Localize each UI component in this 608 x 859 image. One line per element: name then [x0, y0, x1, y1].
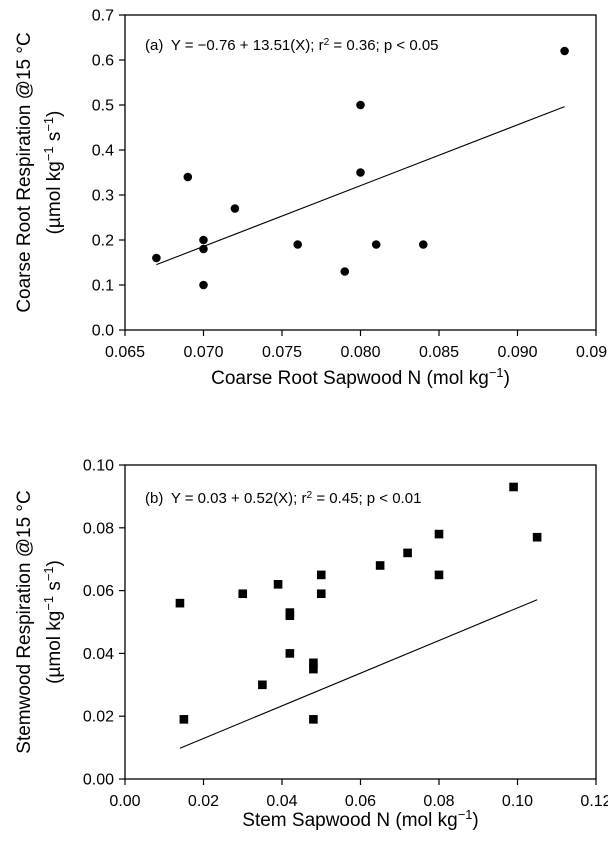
- data-point: [509, 482, 518, 492]
- y-tick-label: 0.02: [83, 709, 114, 726]
- data-point: [199, 244, 208, 254]
- data-point: [356, 100, 365, 110]
- x-tick-label: 0.065: [105, 344, 145, 361]
- y-tick-label: 0.0: [92, 323, 114, 340]
- text-run: ): [44, 560, 65, 566]
- regression-equation: (b) Y = 0.03 + 0.52(X); r2 = 0.45; p < 0…: [145, 490, 421, 508]
- plot-frame: [124, 464, 597, 780]
- data-point: [199, 280, 208, 290]
- y-tick-label: 0.00: [83, 772, 114, 789]
- regression-equation: (a) Y = −0.76 + 13.51(X); r2 = 0.36; p <…: [145, 37, 439, 55]
- x-tick-label: 0.02: [188, 793, 219, 810]
- y-tick-label: 0.2: [92, 233, 114, 250]
- panel-label: (b): [145, 490, 163, 507]
- text-run: (µmol kg: [44, 161, 65, 234]
- data-point: [309, 664, 318, 674]
- data-point: [309, 658, 318, 668]
- x-axis-title: Coarse Root Sapwood N (mol kg−1): [211, 365, 510, 390]
- y-tick-label: 0.04: [83, 646, 114, 663]
- data-point: [258, 680, 267, 690]
- panel-b: 0.00 0.02 0.04 0.06 0.08 0.10 0.12 0.00 0.02 0.04…: [14, 458, 608, 832]
- data-point: [371, 240, 381, 249]
- panel-a: 0.065 0.070 0.075 0.080 0.085 0.090 0.095 0.0 0.…: [14, 8, 608, 390]
- text-run: Coarse Root Sapwood N (mol kg: [211, 368, 489, 389]
- data-point: [434, 570, 444, 580]
- data-point: [199, 235, 208, 245]
- superscript: −1: [41, 146, 56, 161]
- x-tick-label: 0.10: [502, 793, 533, 810]
- equation-text: = 0.45; p < 0.01: [312, 490, 421, 507]
- superscript: −1: [41, 566, 56, 581]
- x-tick-label: 0.090: [497, 344, 537, 361]
- regression-line: [179, 599, 538, 749]
- x-tick-label: 0.08: [423, 793, 454, 810]
- y-tick-label: 0.08: [83, 520, 114, 537]
- y-axis-title: Coarse Root Respiration @15 °C: [14, 32, 35, 312]
- text-run: (µmol kg: [44, 611, 65, 684]
- data-point: [340, 267, 350, 276]
- text-run: s: [44, 132, 65, 147]
- superscript: 2: [324, 37, 330, 48]
- data-point: [179, 715, 189, 724]
- superscript: −1: [458, 807, 473, 822]
- text-run: ): [472, 810, 478, 831]
- y-tick-label: 0.6: [92, 53, 114, 70]
- y-axis-units: (µmol kg−1 s−1): [41, 560, 66, 684]
- spacer: [163, 490, 171, 507]
- data-point: [316, 589, 326, 599]
- superscript: −1: [41, 117, 56, 132]
- superscript: 2: [306, 490, 312, 501]
- y-axis-title: Stemwood Respiration @15 °C: [14, 490, 35, 753]
- data-point: [419, 240, 428, 249]
- y-axis-units: (µmol kg−1 s−1): [41, 111, 66, 235]
- superscript: −1: [41, 596, 56, 611]
- data-point: [434, 529, 444, 539]
- data-point: [285, 611, 295, 621]
- data-point: [238, 589, 248, 599]
- data-point: [273, 580, 283, 589]
- y-tick-label: 0.06: [83, 583, 114, 600]
- spacer: [163, 37, 171, 54]
- x-tick-label: 0.095: [576, 344, 608, 361]
- text-run: ): [504, 368, 510, 389]
- data-point: [183, 172, 193, 182]
- data-point: [293, 240, 303, 249]
- data-point: [230, 204, 240, 213]
- y-tick-label: 0.4: [92, 143, 114, 160]
- data-point: [356, 168, 365, 177]
- data-point: [175, 598, 185, 608]
- x-tick-label: 0.12: [580, 793, 608, 810]
- data-point: [285, 649, 295, 658]
- x-tick-label: 0.075: [262, 344, 302, 361]
- y-tick-label: 0.7: [92, 8, 114, 25]
- x-tick-label: 0.00: [109, 793, 140, 810]
- panel-label: (a): [145, 37, 163, 54]
- y-tick-label: 0.5: [92, 98, 114, 115]
- superscript: −1: [489, 365, 504, 380]
- x-axis-title: Stem Sapwood N (mol kg−1): [242, 807, 478, 832]
- data-point: [309, 715, 318, 724]
- x-tick-label: 0.080: [340, 344, 380, 361]
- regression-line: [156, 106, 565, 266]
- x-tick-label: 0.04: [266, 793, 297, 810]
- data-point: [375, 561, 385, 570]
- text-run: Stem Sapwood N (mol kg: [242, 810, 457, 831]
- data-point: [532, 532, 542, 542]
- text-run: ): [44, 111, 65, 117]
- x-tick-label: 0.06: [345, 793, 376, 810]
- text-run: s: [44, 581, 65, 596]
- y-tick-label: 0.3: [92, 188, 114, 205]
- equation-text: = 0.36; p < 0.05: [329, 37, 438, 54]
- data-point: [316, 570, 326, 580]
- y-tick-label: 0.1: [92, 278, 114, 295]
- data-point: [152, 253, 161, 263]
- data-point: [403, 548, 412, 558]
- x-tick-label: 0.085: [419, 344, 459, 361]
- data-point: [560, 46, 569, 56]
- x-tick-label: 0.070: [183, 344, 223, 361]
- y-tick-label: 0.10: [83, 458, 114, 475]
- equation-text: Y = −0.76 + 13.51(X); r: [171, 37, 324, 54]
- equation-text: Y = 0.03 + 0.52(X); r: [171, 490, 307, 507]
